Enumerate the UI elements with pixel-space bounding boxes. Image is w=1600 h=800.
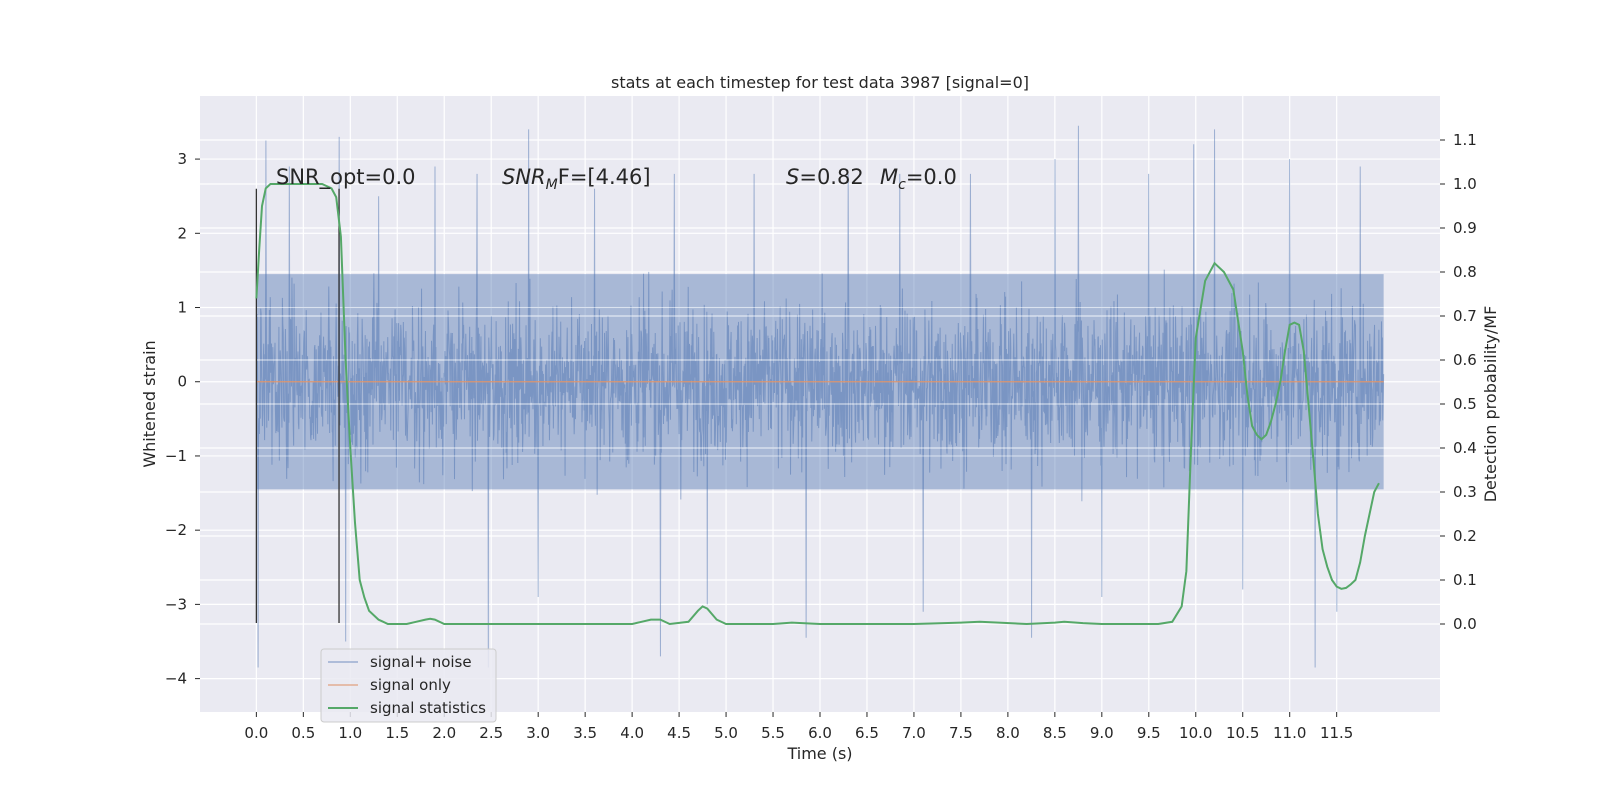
legend-label-signal-statistics: signal statistics [370,699,486,717]
y-tick-label: 0 [177,373,187,391]
legend-label-signal-only: signal only [370,676,451,694]
y-axis-label: Whitened strain [140,340,159,467]
x-tick-label: 10.5 [1226,724,1259,742]
x-tick-label: 4.0 [620,724,644,742]
y-tick-label: 2 [177,224,187,242]
series-signal-statistics [255,183,1380,626]
x-tick-label: 9.0 [1090,724,1114,742]
y-right-tick-label: 0.4 [1453,439,1477,457]
y-tick-label: −3 [165,595,187,613]
annotation-snr-opt: SNR_opt=0.0 [276,165,416,190]
x-tick-label: 0.5 [291,724,315,742]
x-tick-label: 7.0 [902,724,926,742]
x-axis-label: Time (s) [786,744,852,763]
y-axis-right-label: Detection probability/MF [1481,306,1500,503]
x-tick-label: 11.0 [1273,724,1306,742]
snr-mf-subscript: M [546,177,558,193]
x-tick-label: 5.5 [761,724,785,742]
y-axis-right: 1.1 1.0 0.9 0.8 0.7 0.6 0.5 0.4 0.3 0.2 0.1 0.0 [1440,131,1477,633]
y-right-tick-label: 0.6 [1453,351,1477,369]
x-tick-label: 1.5 [385,724,409,742]
y-right-tick-label: 0.5 [1453,395,1477,413]
y-right-tick-label: 1.1 [1453,131,1477,149]
snr-mf-symbol: SNR [502,165,546,189]
y-right-tick-label: 1.0 [1453,175,1477,193]
y-tick-label: −2 [165,521,187,539]
y-tick-label: −1 [165,447,187,465]
y-tick-label: −4 [165,670,187,688]
y-right-tick-label: 0.2 [1453,527,1477,545]
y-right-tick-label: 0.3 [1453,483,1477,501]
x-tick-label: 8.5 [1043,724,1067,742]
x-tick-label: 9.5 [1137,724,1161,742]
mc-value: =0.0 [906,165,957,189]
chart-title: stats at each timestep for test data 398… [611,73,1029,92]
x-tick-label: 1.0 [338,724,362,742]
legend-label-signal-noise: signal+ noise [370,653,472,671]
x-tick-label: 10.0 [1179,724,1212,742]
y-right-tick-label: 0.0 [1453,615,1477,633]
annotation-snr-mf: SNRMF=[4.46] [502,165,651,193]
x-tick-label: 2.0 [432,724,456,742]
x-tick-label: 2.5 [479,724,503,742]
x-tick-label: 3.0 [526,724,550,742]
x-tick-label: 4.5 [667,724,691,742]
vertical-markers [255,188,340,623]
x-tick-label: 3.5 [573,724,597,742]
mc-symbol: M [880,165,898,189]
y-tick-label: 1 [177,299,187,317]
annotation-s: S=0.82 [786,165,864,189]
y-axis-left: 3 2 1 0 −1 −2 −3 −4 [165,150,200,688]
y-right-tick-label: 0.1 [1453,571,1477,589]
signal-statistics-line [255,183,1380,626]
mc-subscript: c [898,177,906,193]
legend: signal+ noise signal only signal statist… [320,648,497,723]
legend-box [320,648,497,723]
x-tick-label: 6.0 [808,724,832,742]
s-value: =0.82 [799,165,863,189]
x-tick-label: 6.5 [855,724,879,742]
x-tick-label: 11.5 [1320,724,1353,742]
snr-mf-value: F=[4.46] [558,165,651,189]
x-tick-label: 8.0 [996,724,1020,742]
annotation-mc: Mc=0.0 [880,165,957,193]
y-right-tick-label: 0.8 [1453,263,1477,281]
s-symbol: S [786,165,799,189]
x-tick-label: 7.5 [949,724,973,742]
y-tick-label: 3 [177,150,187,168]
y-right-tick-label: 0.7 [1453,307,1477,325]
x-axis: 0.0 0.5 1.0 1.5 2.0 2.5 3.0 3.5 4.0 4.5 5.0 5.5 6.0 6… [244,712,1353,742]
x-tick-label: 0.0 [244,724,268,742]
y-right-tick-label: 0.9 [1453,219,1477,237]
x-tick-label: 5.0 [714,724,738,742]
